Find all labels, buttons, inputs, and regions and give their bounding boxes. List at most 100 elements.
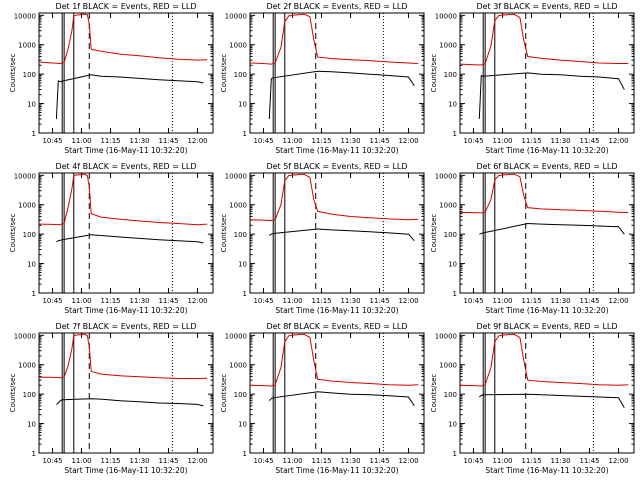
x-tick-label: 10:45 bbox=[463, 297, 483, 305]
y-axis-label: Counts/sec bbox=[9, 374, 17, 413]
x-tick-label: 11:30 bbox=[550, 137, 570, 145]
y-tick-label: 10000 bbox=[225, 172, 247, 180]
x-axis-label: Start Time (16-May-11 10:32:20) bbox=[64, 466, 187, 475]
plot-frame bbox=[38, 172, 214, 294]
y-tick-label: 10000 bbox=[14, 172, 36, 180]
chart-panel-3: Det 3f BLACK = Events, RED = LLD 1 10 100 10… bbox=[430, 2, 635, 155]
y-tick-label: 10000 bbox=[435, 332, 457, 340]
plot-frame bbox=[249, 12, 425, 134]
series-line-lld bbox=[249, 13, 419, 65]
x-tick-label: 11:00 bbox=[71, 297, 91, 305]
x-tick-label: 11:30 bbox=[129, 137, 149, 145]
y-tick-label: 1 bbox=[453, 130, 457, 138]
x-tick-label: 11:30 bbox=[340, 457, 360, 465]
x-tick-label: 11:00 bbox=[282, 137, 302, 145]
x-tick-label: 11:00 bbox=[492, 137, 512, 145]
series-line-lld bbox=[249, 333, 419, 387]
y-tick-label: 10000 bbox=[225, 12, 247, 20]
y-tick-label: 100 bbox=[234, 71, 247, 79]
y-axis-label: Counts/sec bbox=[9, 214, 17, 253]
series-line-events bbox=[56, 398, 204, 407]
x-tick-label: 10:45 bbox=[42, 457, 62, 465]
x-axis-label: Start Time (16-May-11 10:32:20) bbox=[275, 466, 398, 475]
y-tick-label: 10 bbox=[238, 101, 247, 109]
series-line-lld bbox=[38, 333, 208, 379]
x-tick-label: 11:15 bbox=[521, 137, 541, 145]
chart-title: Det 6f BLACK = Events, RED = LLD bbox=[476, 162, 617, 171]
chart-panel-1: Det 1f BLACK = Events, RED = LLD 1 10 100 10… bbox=[9, 2, 214, 155]
chart-panel-4: Det 4f BLACK = Events, RED = LLD 1 10 100 10… bbox=[9, 162, 214, 315]
x-tick-label: 12:00 bbox=[398, 297, 418, 305]
y-tick-label: 1 bbox=[32, 290, 36, 298]
x-tick-label: 11:45 bbox=[579, 297, 599, 305]
y-axis-label: Counts/sec bbox=[220, 54, 228, 93]
x-axis-label: Start Time (16-May-11 10:32:20) bbox=[275, 306, 398, 315]
x-tick-label: 12:00 bbox=[398, 457, 418, 465]
y-tick-label: 1000 bbox=[439, 42, 457, 50]
x-axis-label: Start Time (16-May-11 10:32:20) bbox=[64, 146, 187, 155]
y-tick-label: 100 bbox=[234, 391, 247, 399]
x-tick-label: 11:30 bbox=[340, 297, 360, 305]
y-tick-label: 100 bbox=[444, 71, 457, 79]
y-axis-label: Counts/sec bbox=[220, 374, 228, 413]
y-tick-label: 1000 bbox=[229, 362, 247, 370]
plot-frame bbox=[459, 12, 635, 134]
x-tick-label: 11:30 bbox=[550, 457, 570, 465]
y-tick-label: 100 bbox=[234, 231, 247, 239]
series-line-lld bbox=[38, 13, 208, 65]
y-axis-label: Counts/sec bbox=[220, 214, 228, 253]
chart-panel-7: Det 7f BLACK = Events, RED = LLD 1 10 100 10… bbox=[9, 322, 214, 475]
y-tick-label: 10 bbox=[448, 421, 457, 429]
series-line-events bbox=[478, 72, 625, 120]
series-line-events bbox=[268, 391, 415, 407]
x-axis-label: Start Time (16-May-11 10:32:20) bbox=[485, 466, 608, 475]
x-tick-label: 11:00 bbox=[492, 457, 512, 465]
y-tick-label: 10 bbox=[238, 261, 247, 269]
x-axis-label: Start Time (16-May-11 10:32:20) bbox=[485, 146, 608, 155]
x-tick-label: 10:45 bbox=[463, 457, 483, 465]
chart-title: Det 8f BLACK = Events, RED = LLD bbox=[266, 322, 407, 331]
x-tick-label: 11:15 bbox=[100, 457, 120, 465]
chart-title: Det 3f BLACK = Events, RED = LLD bbox=[476, 2, 617, 11]
series-line-events bbox=[478, 393, 625, 408]
series-line-lld bbox=[38, 173, 208, 226]
plot-frame bbox=[38, 12, 214, 134]
x-tick-label: 11:15 bbox=[100, 137, 120, 145]
y-tick-label: 1000 bbox=[439, 202, 457, 210]
x-tick-label: 11:30 bbox=[550, 297, 570, 305]
y-tick-label: 10 bbox=[448, 261, 457, 269]
y-tick-label: 1 bbox=[32, 450, 36, 458]
y-tick-label: 10 bbox=[448, 101, 457, 109]
x-tick-label: 11:15 bbox=[311, 297, 331, 305]
x-tick-label: 11:00 bbox=[71, 457, 91, 465]
y-tick-label: 10 bbox=[238, 421, 247, 429]
chart-title: Det 2f BLACK = Events, RED = LLD bbox=[266, 2, 407, 11]
y-tick-label: 10000 bbox=[14, 332, 36, 340]
y-tick-label: 10000 bbox=[14, 12, 36, 20]
plot-frame bbox=[459, 172, 635, 294]
x-tick-label: 11:45 bbox=[369, 137, 389, 145]
y-tick-label: 100 bbox=[23, 231, 36, 239]
x-axis-label: Start Time (16-May-11 10:32:20) bbox=[64, 306, 187, 315]
chart-title: Det 4f BLACK = Events, RED = LLD bbox=[55, 162, 196, 171]
x-tick-label: 10:45 bbox=[463, 137, 483, 145]
series-line-lld bbox=[459, 173, 629, 214]
y-axis-label: Counts/sec bbox=[9, 54, 17, 93]
chart-title: Det 5f BLACK = Events, RED = LLD bbox=[266, 162, 407, 171]
x-tick-label: 10:45 bbox=[253, 137, 273, 145]
chart-title: Det 9f BLACK = Events, RED = LLD bbox=[476, 322, 617, 331]
y-tick-label: 100 bbox=[444, 391, 457, 399]
y-tick-label: 1 bbox=[243, 290, 247, 298]
chart-panel-6: Det 6f BLACK = Events, RED = LLD 1 10 100 10… bbox=[430, 162, 635, 315]
chart-title: Det 1f BLACK = Events, RED = LLD bbox=[55, 2, 196, 11]
x-tick-label: 11:45 bbox=[579, 457, 599, 465]
y-tick-label: 100 bbox=[444, 231, 457, 239]
plot-frame bbox=[249, 332, 425, 454]
x-tick-label: 12:00 bbox=[187, 457, 207, 465]
x-tick-label: 11:45 bbox=[369, 297, 389, 305]
x-tick-label: 11:45 bbox=[158, 457, 178, 465]
chart-panel-8: Det 8f BLACK = Events, RED = LLD 1 10 100 10… bbox=[220, 322, 425, 475]
x-tick-label: 12:00 bbox=[398, 137, 418, 145]
y-tick-label: 10000 bbox=[435, 172, 457, 180]
chart-panel-5: Det 5f BLACK = Events, RED = LLD 1 10 100 10… bbox=[220, 162, 425, 315]
